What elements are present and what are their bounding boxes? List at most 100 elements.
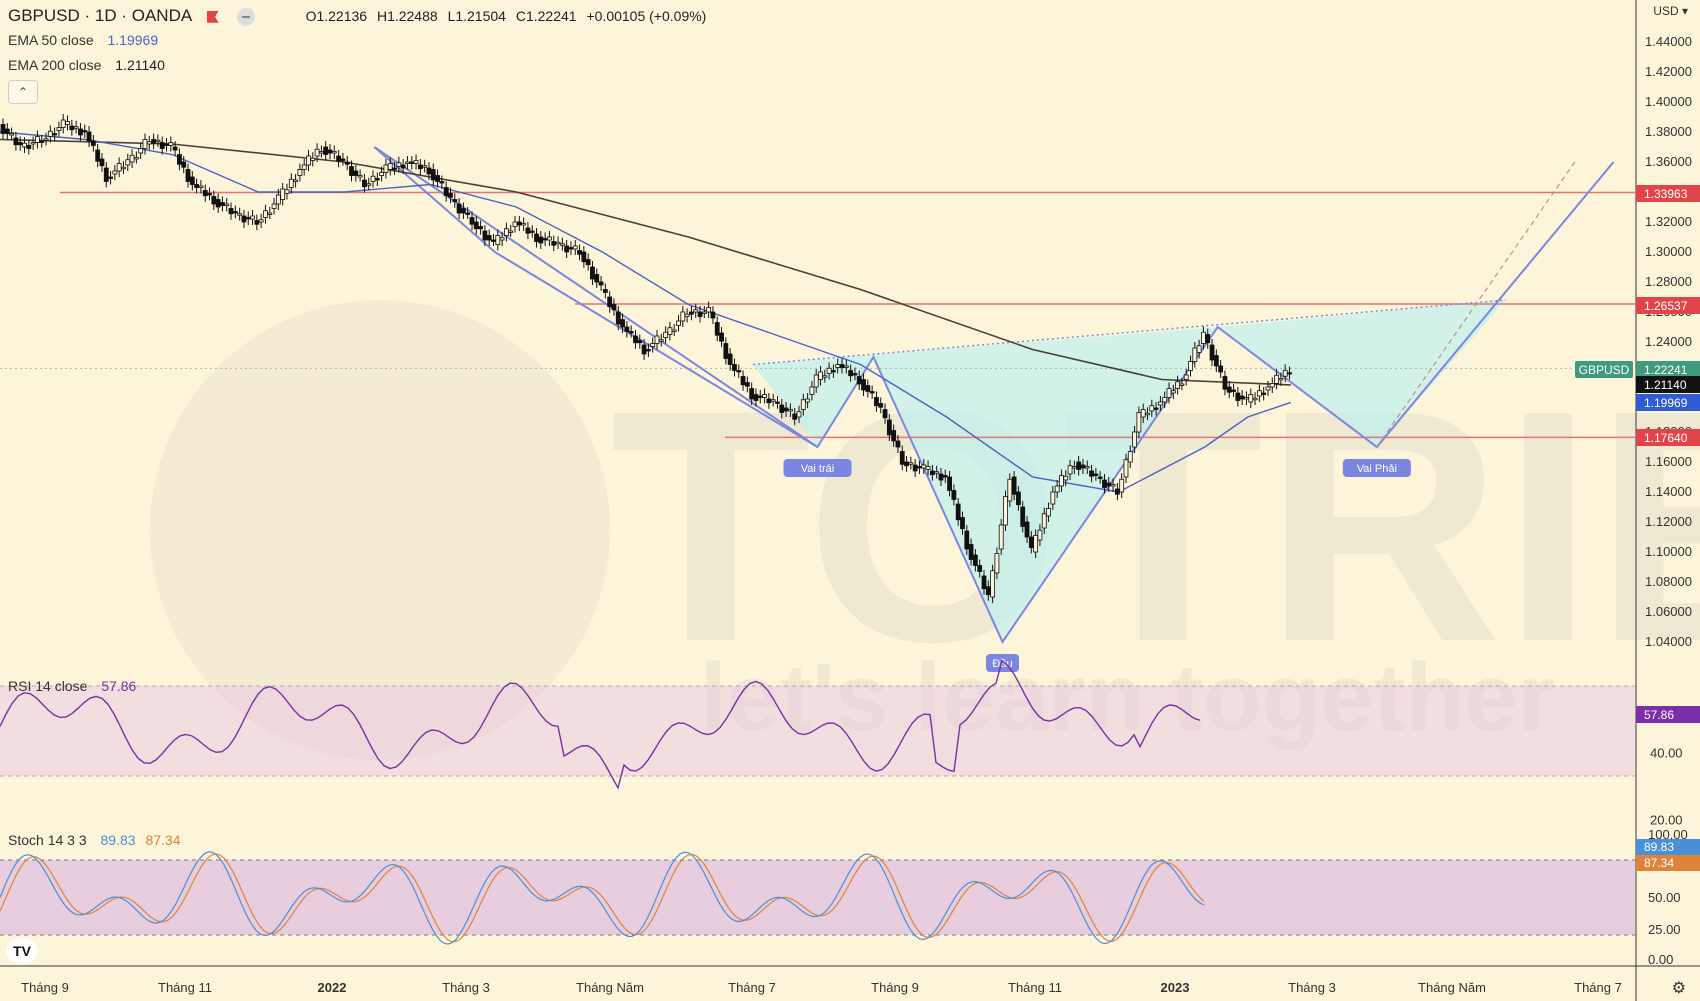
price-label-bg bbox=[1636, 394, 1700, 411]
candle-body bbox=[1011, 476, 1017, 495]
candle-body bbox=[972, 554, 978, 566]
candle-body bbox=[469, 217, 475, 225]
candle-body bbox=[818, 371, 823, 380]
candle-body bbox=[521, 223, 527, 226]
ema200-legend[interactable]: EMA 200 close 1.21140 bbox=[8, 57, 165, 73]
candle-body bbox=[831, 370, 836, 373]
candle-body bbox=[336, 155, 342, 162]
candle-body bbox=[82, 130, 88, 133]
rsi-value-tag: 57.86 bbox=[1644, 708, 1674, 722]
candle-body bbox=[1020, 506, 1026, 527]
price-label: 1.19969 bbox=[1644, 396, 1688, 410]
candle-body bbox=[568, 247, 574, 250]
candle-body bbox=[1282, 369, 1288, 377]
candle-body bbox=[770, 399, 776, 402]
candle-body bbox=[753, 394, 759, 401]
pattern-point-label: Vai trái bbox=[801, 463, 834, 475]
candle-body bbox=[947, 476, 952, 491]
symbol-title[interactable]: GBPUSD · 1D · OANDA bbox=[8, 6, 193, 25]
tradingview-logo-icon[interactable]: TV bbox=[6, 938, 38, 964]
candle-body bbox=[267, 212, 273, 215]
low-value: L1.21504 bbox=[447, 8, 506, 24]
candle-body bbox=[848, 370, 854, 377]
candle-body bbox=[323, 146, 329, 155]
candle-body bbox=[495, 235, 501, 245]
pattern-point-label-bg bbox=[783, 459, 852, 477]
candle-body bbox=[779, 404, 785, 413]
candle-body bbox=[951, 490, 957, 500]
price-tick-label: 1.24000 bbox=[1645, 334, 1692, 349]
ema50-legend[interactable]: EMA 50 close 1.19969 bbox=[8, 32, 158, 48]
open-value: O1.22136 bbox=[305, 8, 368, 24]
rsi-value: 57.86 bbox=[101, 678, 137, 694]
candle-body bbox=[211, 196, 217, 205]
time-tick-label: Tháng 7 bbox=[1574, 980, 1622, 995]
candle-body bbox=[220, 202, 225, 206]
currency-selector[interactable]: USD ▾ bbox=[1653, 4, 1688, 18]
candle-body bbox=[865, 385, 871, 392]
candle-body bbox=[250, 215, 255, 220]
candle-body bbox=[658, 339, 664, 342]
time-tick-label: Tháng 9 bbox=[871, 980, 919, 995]
candle-body bbox=[667, 327, 673, 335]
candle-body bbox=[95, 149, 101, 162]
candle-body bbox=[103, 167, 109, 182]
candle-body bbox=[762, 394, 767, 398]
candle-body bbox=[314, 148, 320, 157]
candle-body bbox=[1003, 496, 1008, 526]
candle-body bbox=[874, 397, 879, 407]
candle-body bbox=[155, 139, 161, 143]
candle-body bbox=[439, 181, 445, 184]
rsi-legend[interactable]: RSI 14 close 57.86 bbox=[8, 678, 136, 694]
stoch-d-line bbox=[0, 853, 1205, 943]
price-label-bg bbox=[1636, 376, 1700, 393]
gear-icon[interactable]: ⚙ bbox=[1671, 980, 1686, 997]
candle-body bbox=[237, 213, 243, 216]
candle-body bbox=[452, 199, 458, 203]
candle-body bbox=[39, 140, 45, 143]
price-tick-label: 1.30000 bbox=[1645, 244, 1692, 259]
candle-body bbox=[224, 203, 230, 206]
candle-body bbox=[241, 215, 247, 223]
candle-body bbox=[207, 193, 212, 196]
candle-body bbox=[1231, 389, 1236, 392]
candle-body bbox=[65, 121, 70, 125]
flag-icon[interactable] bbox=[206, 10, 219, 23]
candle-body bbox=[942, 475, 948, 478]
candle-body bbox=[1050, 491, 1056, 505]
price-tick-label: 1.32000 bbox=[1645, 214, 1692, 229]
price-label: 1.33963 bbox=[1644, 187, 1688, 201]
candle-body bbox=[1265, 386, 1271, 391]
stoch-tick-label: 0.00 bbox=[1648, 952, 1673, 967]
stoch-legend[interactable]: Stoch 14 3 3 89.83 87.34 bbox=[8, 832, 181, 848]
candle-body bbox=[512, 221, 518, 227]
candle-body bbox=[899, 451, 905, 465]
candle-body bbox=[4, 128, 10, 134]
rsi-band bbox=[0, 686, 1635, 776]
candle-body bbox=[559, 243, 565, 246]
stoch-band bbox=[0, 860, 1635, 935]
candle-body bbox=[977, 565, 983, 572]
price-label-bg bbox=[1636, 297, 1700, 314]
candle-body bbox=[288, 178, 294, 188]
change-value: +0.00105 (+0.09%) bbox=[586, 8, 707, 24]
candle-body bbox=[783, 407, 789, 412]
candle-body bbox=[671, 329, 677, 332]
candle-body bbox=[869, 391, 875, 394]
candle-body bbox=[400, 164, 406, 169]
candle-body bbox=[1269, 382, 1275, 388]
symbol-price-tag: GBPUSD bbox=[1579, 363, 1630, 377]
candle-body bbox=[577, 250, 582, 255]
minus-circle-icon[interactable] bbox=[237, 7, 256, 26]
candle-body bbox=[792, 413, 798, 420]
candle-body bbox=[108, 176, 113, 179]
candle-body bbox=[258, 219, 264, 223]
candle-body bbox=[413, 160, 419, 164]
candle-body bbox=[938, 473, 944, 481]
chart-header: GBPUSD · 1D · OANDA O1.22136 H1.22488 L1… bbox=[8, 6, 706, 26]
candle-body bbox=[168, 142, 174, 146]
collapse-legend-button[interactable]: ⌃ bbox=[8, 80, 38, 104]
candle-body bbox=[1093, 473, 1099, 476]
candle-body bbox=[177, 154, 182, 165]
